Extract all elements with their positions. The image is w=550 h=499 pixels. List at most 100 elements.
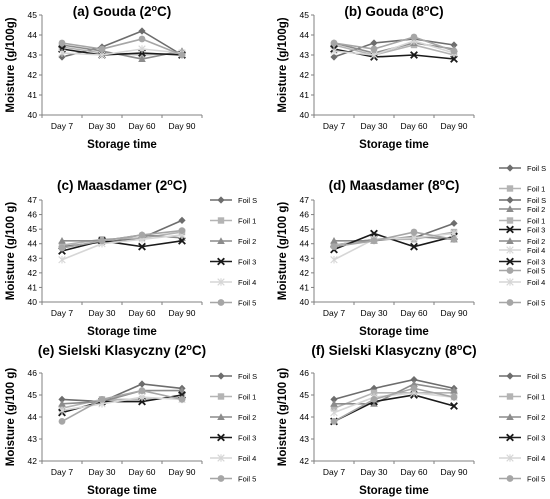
x-tick-label: Day 7 (51, 308, 73, 318)
y-tick-label: 45 (300, 224, 310, 234)
legend-marker (217, 217, 225, 224)
legend-marker (217, 237, 225, 244)
series-line (61, 38, 183, 56)
legend-marker (506, 475, 514, 482)
x-tick-label: Day 30 (89, 467, 116, 477)
data-point (58, 49, 66, 57)
x-tick-label: Day 90 (169, 308, 196, 318)
data-point (410, 33, 418, 41)
y-tick-label: 40 (28, 110, 38, 120)
data-point (330, 400, 338, 407)
y-tick-label: 44 (300, 239, 310, 249)
y-tick-label: 40 (300, 110, 310, 120)
series-line (333, 378, 455, 401)
chart-panel: (e) Sielski Klasyczny (2oC) 42 43 44 45 46 Day… (5, 342, 257, 497)
data-point (450, 235, 458, 243)
legend-marker (506, 185, 514, 192)
series-line (61, 48, 183, 56)
x-axis-title: Storage time (359, 139, 429, 151)
data-point (370, 237, 378, 245)
legend-label: Foil S (238, 196, 257, 205)
legend-marker (506, 246, 514, 254)
x-tick-label: Day 90 (441, 467, 468, 477)
legend-label: Foil 1 (527, 185, 545, 194)
x-tick-label: Day 30 (89, 308, 116, 318)
chart-panel: (a) Gouda (2oC) 40 41 42 43 44 45 Day 7 Day 30 Da… (5, 3, 203, 151)
y-tick-label: 45 (28, 390, 38, 400)
legend-label: Foil 5 (527, 299, 545, 308)
y-tick-label: 44 (300, 412, 310, 422)
data-point (450, 55, 458, 63)
data-point (370, 229, 378, 238)
legend-label: Foil 1 (527, 393, 545, 402)
y-tick-label: 44 (28, 30, 38, 40)
series-line (333, 232, 455, 251)
series-line (333, 231, 455, 248)
data-point (370, 51, 378, 59)
x-tick-label: Day 60 (401, 467, 428, 477)
x-axis-title: Storage time (87, 326, 157, 338)
legend-label: Foil 1 (238, 393, 256, 402)
series-line (61, 389, 183, 423)
data-point (58, 406, 66, 415)
legend-marker (217, 413, 225, 420)
series-group (330, 228, 458, 251)
y-tick-label: 43 (28, 434, 38, 444)
legend-marker (506, 372, 514, 380)
legend-marker (506, 267, 514, 274)
x-tick-label: Day 90 (169, 121, 196, 131)
data-point (450, 219, 458, 227)
series-line (61, 44, 183, 60)
legend-marker (506, 205, 514, 212)
x-tick-label: Day 60 (129, 308, 156, 318)
legend-label: Foil 2 (527, 205, 545, 214)
legend-marker (217, 372, 225, 380)
series-line (333, 36, 455, 52)
y-tick-label: 40 (300, 297, 310, 307)
x-tick-label: Day 7 (323, 308, 345, 318)
legend-label: Foil 5 (238, 475, 256, 484)
x-tick-label: Day 60 (129, 121, 156, 131)
chart-title: (a) Gouda (2oC) (73, 3, 172, 19)
data-point (58, 418, 66, 425)
data-point (98, 396, 106, 403)
chart-title: (c) Maasdamer (2oC) (57, 177, 187, 193)
legend-label: Foil 2 (527, 413, 545, 422)
legend-marker (217, 393, 225, 400)
data-point (138, 35, 146, 43)
legend-label: Foil 3 (238, 434, 256, 443)
data-point (178, 396, 186, 403)
x-tick-label: Day 7 (51, 121, 73, 131)
y-tick-label: 42 (300, 268, 310, 278)
y-tick-label: 44 (300, 30, 310, 40)
data-point (138, 51, 146, 59)
x-tick-label: Day 60 (401, 121, 428, 131)
legend-label: Foil S (527, 196, 546, 205)
data-point (410, 228, 418, 236)
x-tick-label: Day 7 (51, 467, 73, 477)
data-point (330, 405, 338, 412)
legend-label: Foil 4 (238, 278, 256, 287)
y-tick-label: 46 (300, 368, 310, 378)
series-line (61, 229, 183, 249)
data-point (330, 237, 338, 244)
legend-marker (217, 454, 225, 462)
legend-label: Foil S (238, 372, 257, 381)
legend-label: Foil 1 (527, 217, 545, 226)
data-point (138, 231, 146, 239)
legend-marker (217, 475, 225, 482)
data-point (58, 244, 66, 252)
data-point (58, 400, 66, 407)
chart-title: (d) Maasdamer (8oC) (329, 177, 460, 193)
y-tick-label: 45 (28, 224, 38, 234)
data-point (370, 400, 378, 407)
data-point (370, 45, 378, 53)
data-point (370, 389, 378, 396)
y-tick-label: 42 (300, 70, 310, 80)
legend-label: Foil 5 (527, 475, 545, 484)
legend-marker (217, 196, 225, 204)
series-line (61, 389, 182, 405)
series-group (58, 227, 186, 252)
series-line (333, 387, 455, 423)
